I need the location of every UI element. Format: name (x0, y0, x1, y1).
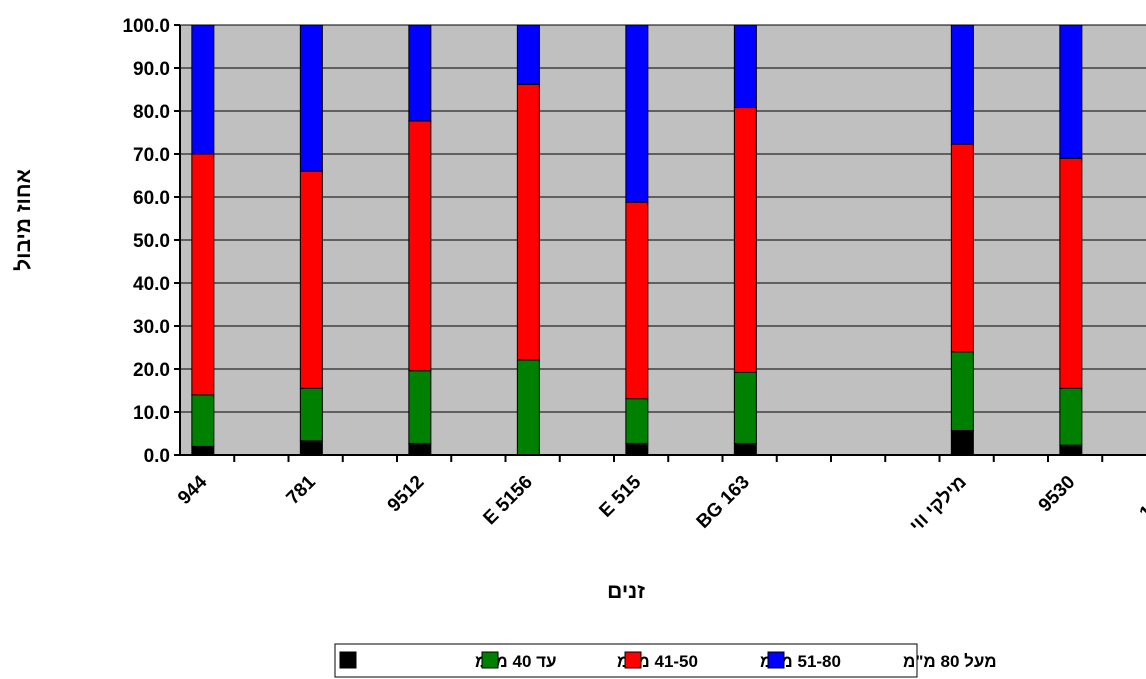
bar-segment (408, 442, 432, 456)
x-tick-label: E 5156 (479, 472, 536, 529)
y-tick-label: 60.0 (133, 188, 170, 209)
y-tick-label: 90.0 (133, 59, 170, 80)
y-tick-label: 20.0 (133, 360, 170, 381)
y-tick-label: 40.0 (133, 274, 170, 295)
bar-segment (625, 24, 649, 203)
y-tick-label: 50.0 (133, 231, 170, 252)
bar-segment (1059, 24, 1083, 159)
y-tick-label: 100.0 (122, 16, 170, 37)
legend-swatch (624, 651, 642, 669)
legend-label: מעל 80 מ"מ (903, 652, 997, 671)
bar-segment (733, 442, 757, 456)
bar-segment (191, 445, 215, 456)
y-axis-title: אחוז מיבול (12, 169, 35, 271)
x-tick-label: 9530 (1035, 472, 1080, 517)
bar-segment (950, 143, 974, 353)
bar-segment (733, 24, 757, 109)
x-axis-title: זנים (607, 580, 645, 603)
x-tick-label: BG 163 (693, 472, 754, 533)
y-tick-labels: 0.0 10.0 20.0 30.0 40.0 50.0 60.0 70.0 80.0 90.0 1… (122, 16, 170, 467)
bar-segment (408, 24, 432, 122)
bar-segment (408, 120, 432, 372)
gridlines (180, 24, 1146, 413)
bar-segment (1059, 444, 1083, 456)
legend-swatch (767, 651, 785, 669)
y-tick-label: 70.0 (133, 145, 170, 166)
x-tick-label: מילקי ווי (906, 472, 971, 537)
bar-segment (516, 24, 540, 85)
y-tick-label: 30.0 (133, 317, 170, 338)
x-tick-label: 944 (174, 471, 212, 509)
bar-segment (299, 170, 323, 389)
y-tick-label: 0.0 (144, 446, 170, 467)
bar-segment (516, 359, 540, 456)
x-tick-label: 9512 (384, 472, 429, 517)
bar-segment (408, 370, 432, 444)
bar-segment (191, 24, 215, 155)
legend-swatch (339, 651, 357, 669)
axes (174, 24, 1146, 462)
bar-segment (950, 351, 974, 431)
bar-segment (625, 398, 649, 444)
x-tick-labels: 944 781 9512 E 5156 E 515 BG 163 מילקי ווי 9530… (174, 471, 1146, 536)
bar-segment (299, 24, 323, 172)
bar-segment (950, 429, 974, 456)
bar-segment (950, 24, 974, 145)
bar-segment (299, 387, 323, 442)
x-tick-label: E 515 (595, 471, 645, 521)
bar-segment (625, 442, 649, 456)
bar-segment (191, 153, 215, 396)
x-tick-label: 781 (283, 471, 321, 509)
bar-segment (1059, 387, 1083, 446)
bar-segment (625, 201, 649, 400)
y-tick-label: 10.0 (133, 403, 170, 424)
legend: עד 40 מ"מ41-50 מ"מ51-80 מ"ממעל 80 מ"מ (334, 643, 997, 678)
bar-segment (1059, 157, 1083, 389)
y-tick-label: 80.0 (133, 102, 170, 123)
bar-segment (191, 394, 215, 447)
bar-segment (733, 371, 757, 444)
x-tick-label: 10021 (1136, 471, 1146, 524)
bars (191, 24, 1083, 456)
bar-segment (516, 83, 540, 361)
bar-segment (299, 440, 323, 456)
legend-swatch (481, 651, 499, 669)
bar-segment (733, 107, 757, 373)
